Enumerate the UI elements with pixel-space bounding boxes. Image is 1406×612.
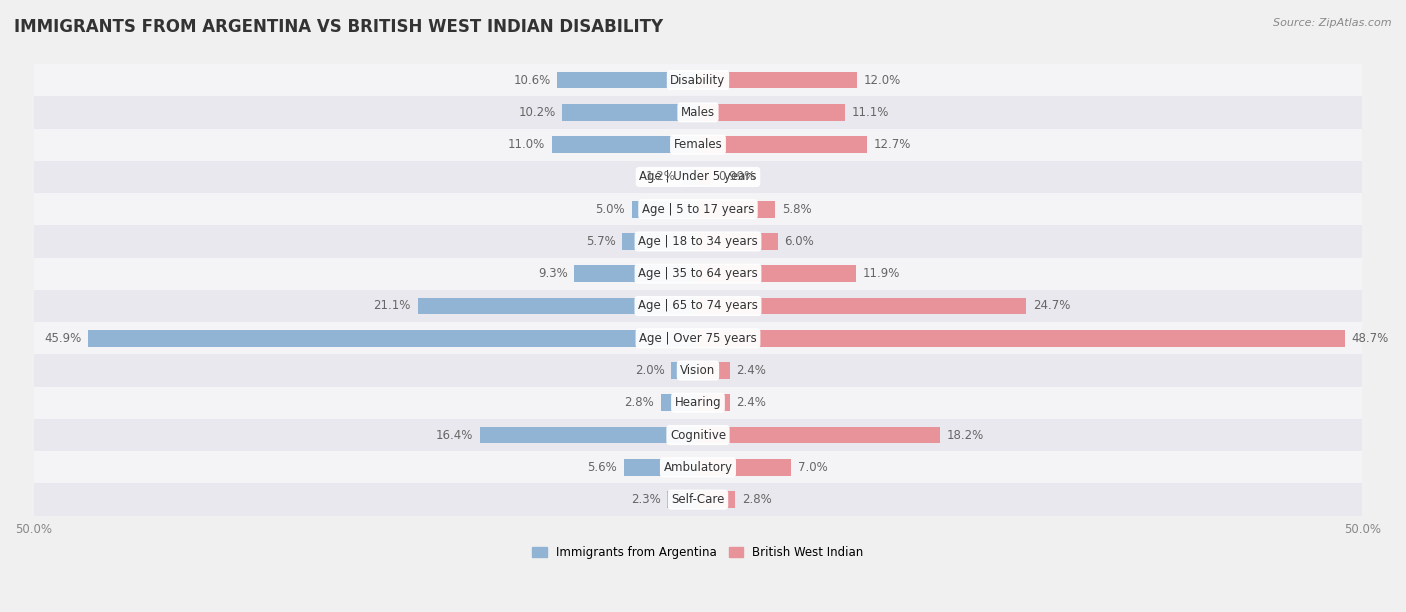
Bar [34, 322, 1362, 354]
Text: 2.3%: 2.3% [631, 493, 661, 506]
Text: 2.8%: 2.8% [742, 493, 772, 506]
Text: Hearing: Hearing [675, 397, 721, 409]
Bar [557, 72, 697, 89]
Text: 45.9%: 45.9% [44, 332, 82, 345]
Text: 12.0%: 12.0% [865, 73, 901, 86]
Bar [697, 427, 939, 444]
Text: 6.0%: 6.0% [785, 235, 814, 248]
Text: Age | 5 to 17 years: Age | 5 to 17 years [641, 203, 754, 215]
Bar [672, 362, 697, 379]
Bar [34, 258, 1362, 290]
Text: 5.6%: 5.6% [588, 461, 617, 474]
Text: 11.0%: 11.0% [508, 138, 546, 151]
Text: 2.0%: 2.0% [636, 364, 665, 377]
Bar [697, 394, 730, 411]
Text: Cognitive: Cognitive [669, 428, 725, 442]
Bar [34, 290, 1362, 322]
Text: 11.9%: 11.9% [863, 267, 900, 280]
Bar [34, 64, 1362, 96]
Bar [697, 362, 730, 379]
Bar [697, 266, 856, 282]
Bar [479, 427, 697, 444]
Text: Vision: Vision [681, 364, 716, 377]
Bar [697, 201, 775, 218]
Bar [575, 266, 697, 282]
Bar [34, 387, 1362, 419]
Text: Age | 35 to 64 years: Age | 35 to 64 years [638, 267, 758, 280]
Bar [34, 129, 1362, 161]
Text: 5.0%: 5.0% [595, 203, 624, 215]
Bar [34, 225, 1362, 258]
Bar [34, 193, 1362, 225]
Bar [551, 136, 697, 153]
Text: 2.4%: 2.4% [737, 397, 766, 409]
Text: 9.3%: 9.3% [538, 267, 568, 280]
Bar [89, 330, 697, 346]
Text: Age | 18 to 34 years: Age | 18 to 34 years [638, 235, 758, 248]
Text: IMMIGRANTS FROM ARGENTINA VS BRITISH WEST INDIAN DISABILITY: IMMIGRANTS FROM ARGENTINA VS BRITISH WES… [14, 18, 664, 36]
Text: Age | Under 5 years: Age | Under 5 years [640, 170, 756, 184]
Legend: Immigrants from Argentina, British West Indian: Immigrants from Argentina, British West … [527, 542, 869, 564]
Text: 5.8%: 5.8% [782, 203, 811, 215]
Text: 21.1%: 21.1% [374, 299, 411, 313]
Bar [697, 72, 858, 89]
Bar [697, 459, 792, 476]
Text: 1.2%: 1.2% [645, 170, 675, 184]
Bar [34, 354, 1362, 387]
Text: Males: Males [681, 106, 716, 119]
Bar [668, 491, 697, 508]
Bar [697, 233, 778, 250]
Bar [697, 168, 711, 185]
Bar [34, 161, 1362, 193]
Bar [34, 483, 1362, 516]
Text: Ambulatory: Ambulatory [664, 461, 733, 474]
Bar [623, 233, 697, 250]
Text: 0.99%: 0.99% [718, 170, 755, 184]
Text: Self-Care: Self-Care [671, 493, 724, 506]
Bar [631, 201, 697, 218]
Text: 5.7%: 5.7% [586, 235, 616, 248]
Bar [34, 96, 1362, 129]
Text: Age | Over 75 years: Age | Over 75 years [640, 332, 756, 345]
Bar [682, 168, 697, 185]
Text: 11.1%: 11.1% [852, 106, 890, 119]
Text: 2.4%: 2.4% [737, 364, 766, 377]
Text: Females: Females [673, 138, 723, 151]
Bar [697, 104, 845, 121]
Bar [34, 419, 1362, 451]
Text: 24.7%: 24.7% [1033, 299, 1070, 313]
Text: 2.8%: 2.8% [624, 397, 654, 409]
Bar [562, 104, 697, 121]
Bar [697, 491, 735, 508]
Text: 7.0%: 7.0% [797, 461, 827, 474]
Bar [661, 394, 697, 411]
Bar [697, 136, 866, 153]
Bar [34, 451, 1362, 483]
Text: 18.2%: 18.2% [946, 428, 984, 442]
Text: Source: ZipAtlas.com: Source: ZipAtlas.com [1274, 18, 1392, 28]
Text: 10.2%: 10.2% [519, 106, 555, 119]
Text: 12.7%: 12.7% [873, 138, 911, 151]
Text: Disability: Disability [671, 73, 725, 86]
Bar [624, 459, 697, 476]
Text: Age | 65 to 74 years: Age | 65 to 74 years [638, 299, 758, 313]
Bar [418, 297, 697, 315]
Text: 10.6%: 10.6% [513, 73, 551, 86]
Bar [697, 297, 1026, 315]
Bar [697, 330, 1346, 346]
Text: 16.4%: 16.4% [436, 428, 474, 442]
Text: 48.7%: 48.7% [1351, 332, 1389, 345]
